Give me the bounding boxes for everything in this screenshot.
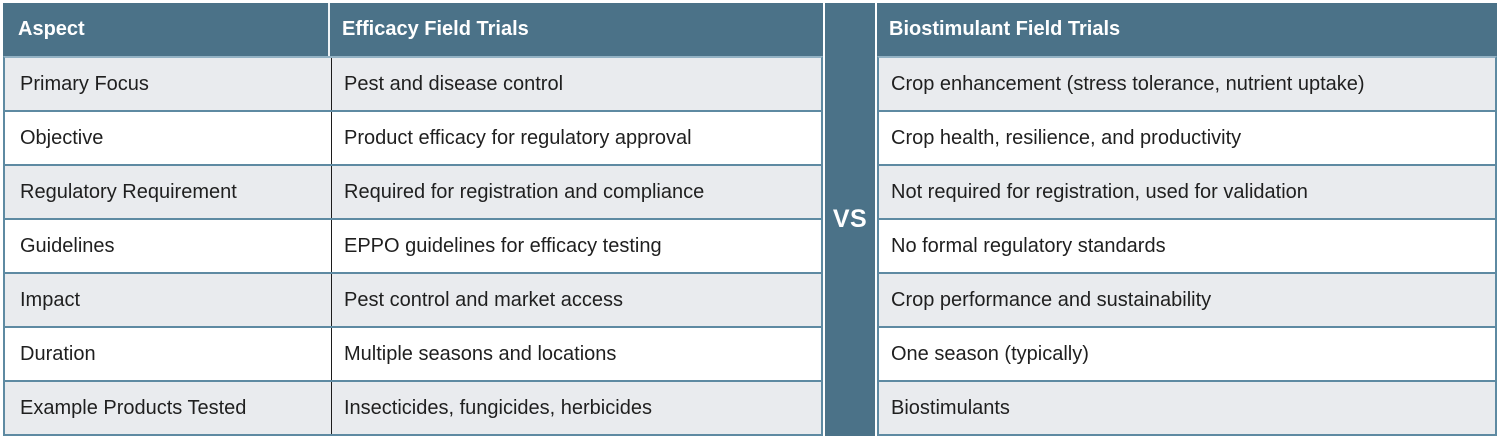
aspect-cell: Primary Focus bbox=[5, 58, 332, 110]
table-row: One season (typically) bbox=[879, 328, 1495, 382]
table-row: Guidelines EPPO guidelines for efficacy … bbox=[5, 220, 821, 274]
table-row: Duration Multiple seasons and locations bbox=[5, 328, 821, 382]
biostimulant-table-header-row: Biostimulant Field Trials bbox=[877, 3, 1497, 56]
value-cell: EPPO guidelines for efficacy testing bbox=[344, 234, 662, 257]
efficacy-table-header-row: Aspect Efficacy Field Trials bbox=[3, 3, 823, 56]
vs-label: VS bbox=[832, 205, 868, 233]
table-row: Example Products Tested Insecticides, fu… bbox=[5, 382, 821, 434]
column-header-efficacy-field-trials: Efficacy Field Trials bbox=[342, 18, 529, 40]
table-row: Not required for registration, used for … bbox=[879, 166, 1495, 220]
table-row: Crop performance and sustainability bbox=[879, 274, 1495, 328]
value-cell: One season (typically) bbox=[891, 342, 1089, 365]
value-cell: Insecticides, fungicides, herbicides bbox=[344, 396, 652, 419]
aspect-cell: Regulatory Requirement bbox=[5, 166, 332, 218]
table-row: No formal regulatory standards bbox=[879, 220, 1495, 274]
biostimulant-table-body: Crop enhancement (stress tolerance, nutr… bbox=[877, 56, 1497, 436]
aspect-cell: Guidelines bbox=[5, 220, 332, 272]
biostimulant-trials-table: Biostimulant Field Trials Crop enhanceme… bbox=[877, 3, 1497, 436]
efficacy-trials-table: Aspect Efficacy Field Trials Primary Foc… bbox=[3, 3, 823, 436]
aspect-cell: Impact bbox=[5, 274, 332, 326]
value-cell: Not required for registration, used for … bbox=[891, 180, 1308, 203]
vs-divider: VS bbox=[825, 3, 875, 436]
value-cell: Crop performance and sustainability bbox=[891, 288, 1212, 311]
value-cell: Crop enhancement (stress tolerance, nutr… bbox=[891, 72, 1365, 95]
value-cell: Crop health, resilience, and productivit… bbox=[891, 126, 1242, 149]
table-row: Regulatory Requirement Required for regi… bbox=[5, 166, 821, 220]
column-header-biostimulant-field-trials: Biostimulant Field Trials bbox=[889, 18, 1121, 40]
value-cell: No formal regulatory standards bbox=[891, 234, 1166, 257]
column-header-aspect: Aspect bbox=[3, 3, 330, 56]
value-cell: Biostimulants bbox=[891, 396, 1010, 419]
aspect-cell: Example Products Tested bbox=[5, 382, 332, 434]
aspect-cell: Objective bbox=[5, 112, 332, 164]
table-row: Biostimulants bbox=[879, 382, 1495, 434]
value-cell: Product efficacy for regulatory approval bbox=[344, 126, 692, 149]
value-cell: Pest control and market access bbox=[344, 288, 624, 311]
aspect-cell: Duration bbox=[5, 328, 332, 380]
table-row: Crop enhancement (stress tolerance, nutr… bbox=[879, 58, 1495, 112]
efficacy-table-body: Primary Focus Pest and disease control O… bbox=[3, 56, 823, 436]
table-row: Crop health, resilience, and productivit… bbox=[879, 112, 1495, 166]
table-row: Objective Product efficacy for regulator… bbox=[5, 112, 821, 166]
value-cell: Multiple seasons and locations bbox=[344, 342, 617, 365]
value-cell: Pest and disease control bbox=[344, 72, 564, 95]
value-cell: Required for registration and compliance bbox=[344, 180, 705, 203]
table-row: Primary Focus Pest and disease control bbox=[5, 58, 821, 112]
table-row: Impact Pest control and market access bbox=[5, 274, 821, 328]
